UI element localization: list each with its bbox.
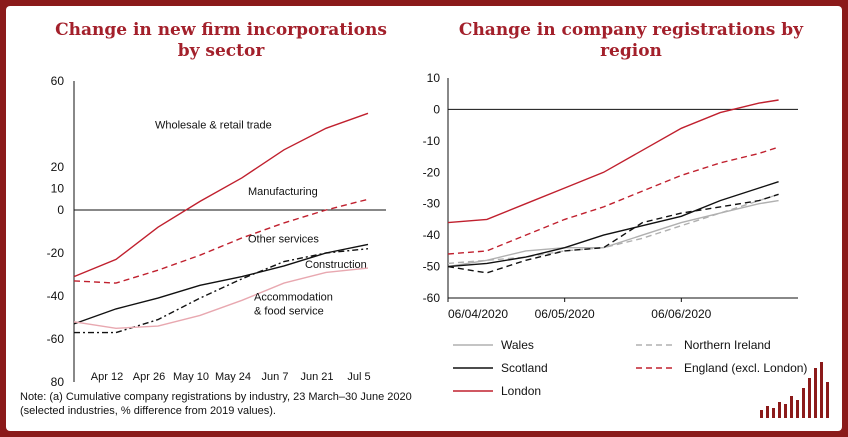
left-series-label-2: Other services <box>248 233 319 245</box>
left-y-tick-label: 60 <box>51 74 65 88</box>
left-series-label-4: & food service <box>254 305 324 317</box>
left-x-tick-label: May 10 <box>173 371 209 383</box>
left-y-tick-label: 80 <box>51 375 65 389</box>
left-y-tick-label: -40 <box>47 289 65 303</box>
left-x-tick-label: May 24 <box>215 371 251 383</box>
left-x-tick-label: Jun 7 <box>262 371 289 383</box>
right-series-line-1 <box>447 193 779 265</box>
left-y-tick-label: -20 <box>47 246 65 260</box>
right-y-tick-label: -10 <box>423 134 441 148</box>
right-y-tick-label: 10 <box>427 71 441 85</box>
left-series-line-4 <box>73 267 369 330</box>
left-chart-title-line2: by sector <box>177 41 265 61</box>
left-y-tick-label: 20 <box>51 160 65 174</box>
legend-label-3: England (excl. London) <box>684 361 807 375</box>
left-y-tick-label: -60 <box>47 332 65 346</box>
right-series-line-5 <box>447 193 779 274</box>
left-y-tick-label: 0 <box>57 203 64 217</box>
left-chart-title-line1: Change in new firm incorporations <box>55 20 387 40</box>
left-series-label-1: Manufacturing <box>248 186 318 198</box>
legend-label-1: Northern Ireland <box>684 338 771 352</box>
left-x-tick-label: Apr 12 <box>91 371 123 383</box>
left-chart-title: Change in new firm incorporations by sec… <box>26 20 416 62</box>
left-series-line-1 <box>73 198 369 284</box>
left-series-line-2 <box>73 243 369 325</box>
chart-note: Note: (a) Cumulative company registratio… <box>20 391 412 417</box>
left-x-tick-label: Apr 26 <box>133 371 165 383</box>
right-x-tick-label: 06/05/2020 <box>535 307 595 321</box>
right-x-tick-label: 06/04/2020 <box>448 307 508 321</box>
right-series-line-3 <box>447 146 779 255</box>
right-y-tick-label: -50 <box>423 260 441 274</box>
bar-logo-icon <box>760 362 829 418</box>
legend-label-4: London <box>501 384 541 398</box>
right-y-tick-label: -60 <box>423 291 441 305</box>
left-series-label-4: Accommodation <box>254 291 333 303</box>
left-y-tick-label: 10 <box>51 182 65 196</box>
right-x-tick-label: 06/06/2020 <box>651 307 711 321</box>
legend-label-2: Scotland <box>501 361 548 375</box>
left-series-label-3: Construction <box>305 259 367 271</box>
left-series-line-3 <box>74 248 369 334</box>
left-x-tick-label: Jun 21 <box>300 371 333 383</box>
right-y-tick-label: 0 <box>433 102 440 116</box>
right-series-line-4 <box>447 99 779 224</box>
right-chart-title: Change in company registrations by regio… <box>458 20 804 61</box>
charts-svg: 80 -60 -40 -20 0 10 20 60 Apr 12 Apr 26 May 10 May … <box>47 71 808 398</box>
right-series-line-2 <box>447 181 779 268</box>
left-series-line-0 <box>73 112 369 278</box>
right-y-tick-label: -20 <box>423 165 441 179</box>
left-series-label-0: Wholesale & retail trade <box>155 119 272 131</box>
right-series-line-0 <box>447 199 779 268</box>
left-x-tick-label: Jul 5 <box>347 371 370 383</box>
chart-panel: Change in new firm incorporations by sec… <box>6 6 842 431</box>
right-y-tick-label: -40 <box>423 228 441 242</box>
right-y-tick-label: -30 <box>423 197 441 211</box>
legend-label-0: Wales <box>501 338 534 352</box>
